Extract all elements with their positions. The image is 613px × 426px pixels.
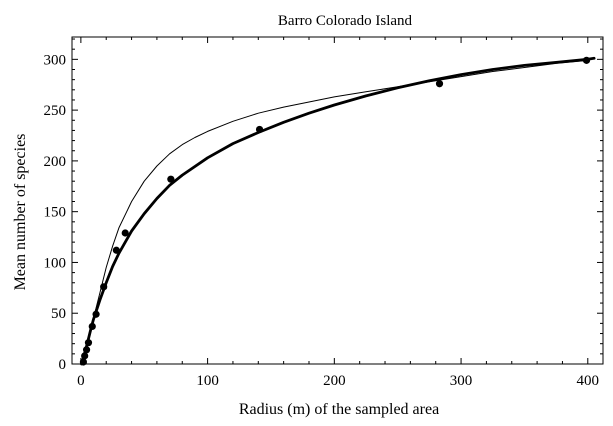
y-tick-label: 150 [44, 205, 67, 221]
x-tick-label: 400 [577, 373, 600, 389]
chart-title: Barro Colorado Island [278, 13, 413, 29]
data-point [100, 283, 108, 291]
y-tick-label: 250 [44, 103, 67, 119]
plot-series [79, 56, 596, 366]
y-tick-label: 0 [59, 357, 67, 373]
y-tick-label: 100 [44, 255, 67, 271]
data-point [167, 175, 175, 183]
x-tick-label: 0 [77, 373, 85, 389]
data-point [81, 352, 89, 360]
fitted-curve-thick [80, 56, 596, 366]
data-point [82, 346, 91, 354]
data-point [88, 322, 96, 331]
y-tick-label: 300 [44, 52, 67, 68]
y-axis-title: Mean number of species [12, 134, 29, 291]
x-tick-label: 200 [323, 373, 346, 389]
axes: 0 100 200 300 400 0 50 100 150 200 250 300 [44, 36, 604, 389]
data-point [84, 339, 93, 347]
x-tick-label: 300 [450, 373, 473, 389]
data-point [255, 125, 264, 134]
data-point [121, 229, 129, 237]
y-tick-label: 50 [51, 306, 66, 322]
x-axis-title: Radius (m) of the sampled area [239, 401, 439, 418]
x-tick-label: 100 [196, 373, 219, 389]
data-point [92, 310, 100, 318]
y-tick-label: 200 [44, 154, 67, 170]
data-point [79, 358, 88, 366]
data-point [435, 80, 444, 88]
fitted-curve-thin [81, 59, 589, 365]
plot-frame [71, 36, 604, 365]
data-point [112, 246, 120, 254]
data-point [582, 56, 591, 64]
